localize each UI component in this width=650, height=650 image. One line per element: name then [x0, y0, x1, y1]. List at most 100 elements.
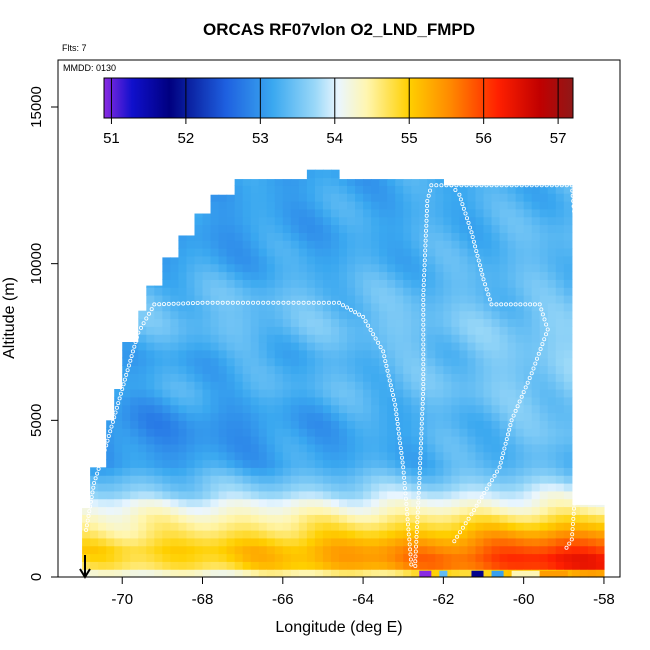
field-cell: [258, 240, 268, 249]
field-cell: [170, 506, 180, 515]
field-cell: [523, 420, 533, 429]
field-cell: [154, 342, 163, 351]
field-cell: [146, 420, 155, 429]
field-cell: [379, 389, 388, 398]
field-cell: [483, 467, 493, 476]
field-cell: [170, 561, 180, 570]
field-cell: [507, 561, 517, 570]
field-cell: [154, 302, 163, 312]
field-cell: [483, 271, 493, 280]
field-cell: [395, 373, 404, 382]
track-point: [470, 234, 475, 239]
field-cell: [443, 436, 452, 445]
field-cell: [363, 201, 372, 210]
field-cell: [146, 506, 155, 515]
field-cell: [403, 287, 412, 296]
field-cell: [507, 185, 517, 194]
field-cell: [162, 436, 171, 445]
field-cell: [507, 553, 517, 562]
track-point: [577, 339, 582, 344]
field-cell: [314, 193, 324, 202]
field-cell: [555, 490, 565, 500]
field-cell: [539, 459, 549, 468]
track-point: [413, 559, 418, 564]
track-point: [577, 388, 582, 393]
field-cell: [234, 498, 244, 508]
field-cell: [395, 295, 404, 304]
field-cell: [250, 420, 260, 429]
field-cell: [146, 357, 155, 367]
field-cell: [411, 404, 420, 414]
field-cell: [258, 201, 268, 210]
field-cell: [234, 451, 244, 461]
field-cell: [274, 201, 284, 210]
field-cell: [330, 263, 340, 273]
field-cell: [563, 185, 573, 194]
field-cell: [234, 318, 244, 327]
field-cell: [363, 287, 372, 296]
field-cell: [547, 240, 557, 249]
field-cell: [347, 326, 356, 335]
field-cell: [371, 208, 380, 218]
field-cell: [515, 216, 525, 226]
field-cell: [355, 490, 364, 500]
track-point: [527, 375, 532, 380]
field-cell: [210, 483, 220, 492]
field-cell: [186, 373, 196, 382]
field-cell: [483, 530, 493, 539]
field-cell: [306, 342, 316, 351]
field-cell: [411, 514, 420, 523]
field-cell: [371, 467, 380, 476]
field-cell: [258, 208, 268, 218]
track-point: [576, 284, 581, 289]
field-cell: [314, 208, 324, 218]
field-cell: [363, 436, 372, 445]
field-cell: [98, 530, 107, 539]
field-cell: [395, 310, 404, 320]
field-cell: [314, 443, 324, 453]
field-cell: [250, 467, 260, 476]
field-cell: [178, 334, 188, 343]
field-cell: [507, 208, 517, 218]
track-point: [517, 399, 522, 404]
field-cell: [491, 436, 501, 445]
field-cell: [162, 381, 171, 390]
field-cell: [210, 342, 220, 351]
field-cell: [523, 365, 533, 374]
field-cell: [322, 295, 332, 304]
field-cell: [274, 443, 284, 453]
field-cell: [547, 490, 557, 500]
track-point: [494, 469, 499, 474]
field-cell: [258, 443, 268, 453]
track-point: [402, 486, 407, 491]
track-point: [90, 490, 95, 495]
field-cell: [379, 334, 388, 343]
field-cell: [587, 522, 597, 531]
field-cell: [419, 201, 428, 210]
field-cell: [371, 240, 380, 249]
field-cell: [218, 255, 228, 265]
track-point: [421, 391, 426, 396]
field-cell: [459, 240, 469, 249]
field-cell: [435, 498, 444, 508]
field-cell: [523, 553, 533, 562]
field-cell: [290, 420, 300, 429]
field-cell: [234, 201, 244, 210]
field-cell: [395, 302, 404, 312]
track-point: [413, 554, 418, 559]
field-cell: [226, 436, 236, 445]
field-cell: [347, 318, 356, 327]
field-cell: [234, 459, 244, 468]
field-cell: [355, 428, 364, 437]
field-cell: [210, 373, 220, 382]
field-cell: [347, 201, 356, 210]
field-cell: [322, 467, 332, 476]
field-cell: [539, 545, 549, 555]
field-cell: [282, 553, 292, 562]
field-cell: [306, 248, 316, 257]
field-cell: [339, 179, 348, 186]
track-point: [577, 309, 582, 314]
field-cell: [523, 271, 533, 280]
field-cell: [475, 295, 485, 304]
field-cell: [395, 569, 404, 578]
